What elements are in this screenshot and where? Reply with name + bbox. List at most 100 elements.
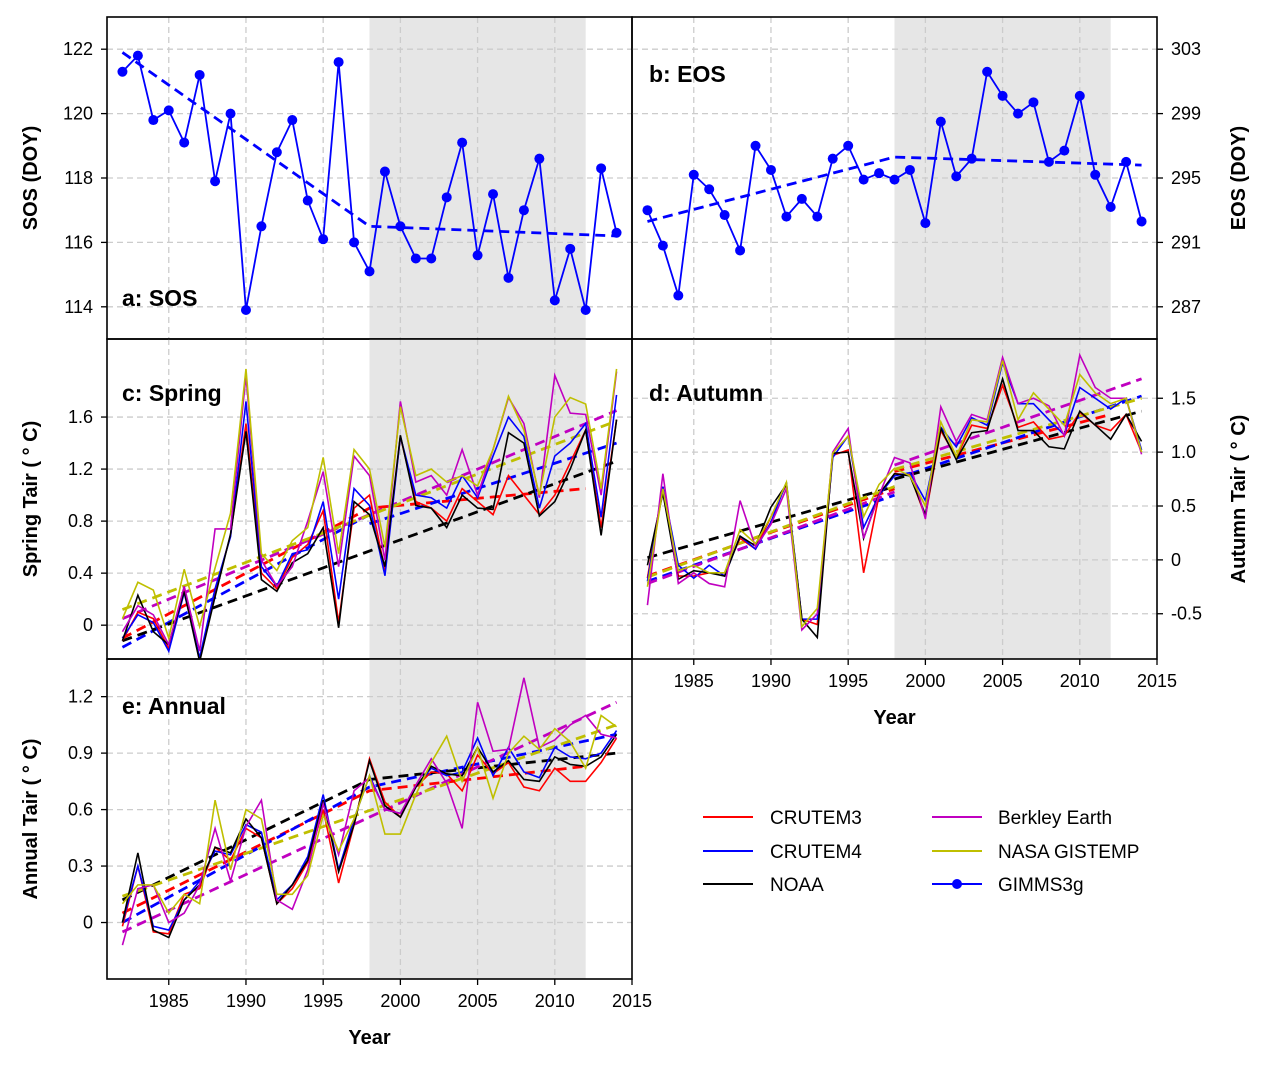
- series-line-nasa-gistemp: [121, 368, 618, 642]
- y-tick-label: 0.8: [68, 511, 93, 531]
- legend: CRUTEM3 CRUTEM4 NOAA Berkley Earth NASA GIST…: [703, 808, 1139, 896]
- data-point: [904, 164, 915, 175]
- x-tick-label: 1990: [226, 991, 266, 1011]
- legend-label: Berkley Earth: [998, 808, 1112, 829]
- y-tick-label: 0.9: [68, 743, 93, 763]
- data-point: [534, 153, 545, 164]
- y-tick-label: 1.2: [68, 687, 93, 707]
- trend-line-berkley-earth-trend: [646, 490, 895, 585]
- legend-label: GIMMS3g: [998, 875, 1084, 896]
- legend-item: CRUTEM3: [703, 808, 862, 829]
- trend-line-noaa-trend: [894, 409, 1142, 481]
- y-tick-label: 0.5: [1171, 496, 1196, 516]
- data-point: [1043, 156, 1054, 167]
- data-point: [966, 153, 977, 164]
- data-point: [410, 253, 421, 264]
- x-tick-label: 1995: [828, 671, 868, 691]
- x-tick-label: 2015: [1137, 671, 1177, 691]
- data-point: [611, 227, 622, 238]
- y-axis-label: EOS (DOY): [1228, 126, 1250, 230]
- trend-line-crutem3-trend: [121, 764, 586, 915]
- data-point: [1059, 145, 1070, 156]
- series-line-crutem4: [121, 394, 618, 658]
- trend-line-noaa-trend: [121, 751, 617, 902]
- data-point: [642, 205, 653, 216]
- x-tick-label: 1985: [149, 991, 189, 1011]
- panel-label: c: Spring: [122, 380, 222, 406]
- data-point: [719, 210, 730, 221]
- data-point: [889, 174, 900, 185]
- y-tick-label: 303: [1171, 39, 1201, 59]
- trend-line-gimms3g-trend: [647, 155, 1142, 223]
- panel-d: -0.5 0 0.5 1.0 1.5 1985 1990 1995 2000 2005 2010 20…: [631, 338, 1250, 729]
- y-tick-label: 1.0: [1171, 442, 1196, 462]
- data-point: [1028, 97, 1039, 108]
- data-point: [194, 69, 205, 80]
- x-tick-label: 1990: [751, 671, 791, 691]
- panel-frame: [106, 658, 633, 980]
- data-point: [1013, 108, 1024, 119]
- y-tick-label: 291: [1171, 232, 1201, 252]
- series-line-nasa-gistemp: [121, 714, 618, 915]
- data-point: [426, 253, 437, 264]
- data-point: [379, 166, 390, 177]
- x-axis-label: Year: [348, 1027, 390, 1049]
- trend-line-nasa-gistemp-trend: [646, 485, 895, 579]
- data-point: [117, 66, 128, 77]
- y-tick-label: 114: [64, 297, 93, 317]
- data-point: [163, 105, 174, 116]
- data-point: [874, 168, 885, 179]
- y-tick-label: 287: [1171, 297, 1201, 317]
- trend-line-berkley-earth-trend: [894, 377, 1143, 467]
- data-point: [179, 137, 190, 148]
- panel-c: 0 0.4 0.8 1.2 1.6 Spring Tair ( ° C) c: Spring: [20, 338, 633, 660]
- data-point: [549, 295, 560, 306]
- panel-label: d: Autumn: [649, 380, 763, 406]
- data-point: [287, 115, 298, 126]
- panel-frame: [631, 338, 1158, 660]
- x-tick-label: 2010: [1060, 671, 1100, 691]
- y-tick-label: 0: [83, 615, 93, 635]
- legend-item: Berkley Earth: [932, 808, 1112, 829]
- data-point: [982, 66, 993, 77]
- data-point: [1121, 156, 1132, 167]
- data-point: [364, 266, 375, 277]
- panel-b: 287 291 295 299 303 EOS (DOY) b: EOS: [631, 16, 1250, 340]
- data-point: [457, 137, 468, 148]
- trend-line-crutem3-trend: [894, 413, 1112, 473]
- series-line-noaa: [646, 376, 1143, 640]
- x-axis-label: Year: [873, 707, 915, 729]
- data-point: [657, 240, 668, 251]
- data-point: [132, 50, 143, 61]
- trend-line-nasa-gistemp-trend: [894, 396, 1142, 471]
- y-tick-label: 1.6: [68, 407, 93, 427]
- panel-a: 114 116 118 120 122 SOS (DOY) a: SOS: [20, 16, 633, 340]
- y-axis-label: Annual Tair ( ° C): [20, 739, 42, 900]
- legend-item: NOAA: [703, 875, 824, 896]
- x-tick-label: 1985: [674, 671, 714, 691]
- data-point: [688, 169, 699, 180]
- panel-e: 0 0.3 0.6 0.9 1.2 1985 1990 1995 2000 2005 2010 201…: [20, 658, 652, 1049]
- y-tick-label: 0.4: [68, 563, 93, 583]
- data-point: [796, 193, 807, 204]
- x-tick-label: 2015: [612, 991, 652, 1011]
- y-tick-label: 116: [64, 232, 93, 252]
- data-point: [148, 115, 159, 126]
- trend-line-berkley-earth-trend: [121, 409, 618, 620]
- y-tick-label: 1.5: [1171, 388, 1196, 408]
- y-axis-label: Spring Tair ( ° C): [20, 421, 42, 578]
- data-point: [1074, 90, 1085, 101]
- legend-label: NOAA: [770, 875, 824, 896]
- data-point: [673, 290, 684, 301]
- x-tick-label: 1995: [303, 991, 343, 1011]
- data-point: [935, 116, 946, 127]
- data-point: [781, 211, 792, 222]
- data-point: [488, 189, 499, 200]
- x-tick-label: 2005: [983, 671, 1023, 691]
- trend-line-berkley-earth-trend: [121, 701, 618, 934]
- data-point: [750, 140, 761, 151]
- data-point: [472, 250, 483, 261]
- data-point: [596, 163, 607, 174]
- legend-label: NASA GISTEMP: [998, 842, 1139, 863]
